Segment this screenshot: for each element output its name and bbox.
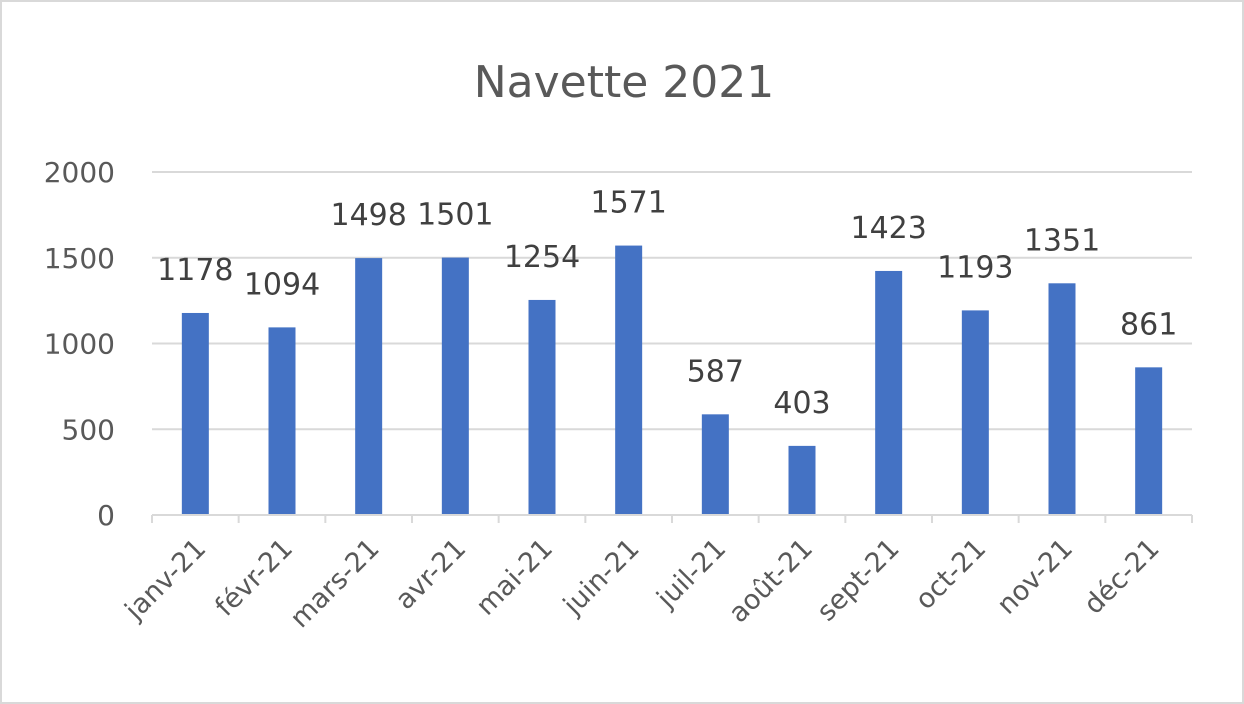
bar xyxy=(875,270,903,515)
x-tick-label: sept-21 xyxy=(811,533,905,627)
chart-title: Navette 2021 xyxy=(474,57,775,108)
bar xyxy=(961,310,989,515)
data-label: 1423 xyxy=(850,211,926,246)
bar xyxy=(268,327,296,515)
bar xyxy=(441,257,469,515)
x-tick-label: oct-21 xyxy=(910,533,993,616)
y-tick-label: 500 xyxy=(62,413,115,446)
x-tick-label: avr-21 xyxy=(390,533,473,616)
x-tick-label: mai-21 xyxy=(470,533,559,622)
bar xyxy=(528,299,556,515)
x-tick-label: nov-21 xyxy=(991,533,1079,621)
data-label: 587 xyxy=(687,354,744,389)
bar xyxy=(1135,367,1163,515)
bar xyxy=(615,245,643,516)
x-tick-label: déc-21 xyxy=(1078,533,1165,620)
x-axis xyxy=(151,514,1193,523)
data-label: 1254 xyxy=(504,240,580,275)
data-label: 1571 xyxy=(590,186,666,221)
y-tick-label: 1500 xyxy=(44,242,115,275)
x-tick-label: févr-21 xyxy=(209,533,299,623)
data-label: 1193 xyxy=(937,250,1013,285)
bars xyxy=(181,245,1163,516)
data-label: 861 xyxy=(1120,307,1177,342)
gridlines xyxy=(152,171,1192,431)
bar xyxy=(701,414,729,515)
x-tick-label: juil-21 xyxy=(650,533,732,615)
x-tick-label: août-21 xyxy=(723,533,819,629)
x-tick-label: janv-21 xyxy=(119,533,213,627)
bar xyxy=(1048,283,1076,515)
data-label: 1498 xyxy=(330,198,406,233)
data-label: 1501 xyxy=(417,198,493,233)
data-label: 1094 xyxy=(244,267,320,302)
data-labels: 1178 1094 1498 1501 1254 1571 587 403 1423 1193 13… xyxy=(157,186,1177,421)
y-axis: 0 500 1000 1500 2000 xyxy=(44,156,115,532)
bar xyxy=(181,312,209,515)
data-label: 403 xyxy=(773,386,830,421)
y-tick-label: 1000 xyxy=(44,328,115,361)
data-label: 1351 xyxy=(1024,223,1100,258)
bar xyxy=(788,445,816,515)
y-tick-label: 2000 xyxy=(44,156,115,189)
x-tick-label: juin-21 xyxy=(557,533,646,622)
data-label: 1178 xyxy=(157,253,233,288)
y-tick-label: 0 xyxy=(97,499,115,532)
x-tick-label: mars-21 xyxy=(284,533,385,634)
bar xyxy=(355,258,383,515)
